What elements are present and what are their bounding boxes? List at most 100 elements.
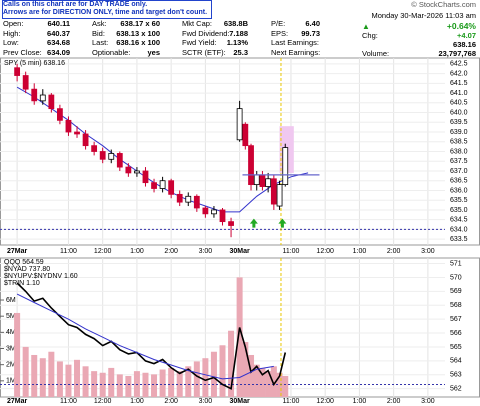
candle-body bbox=[228, 221, 234, 226]
y-tick-label: 636.0 bbox=[450, 187, 468, 194]
x-tick-label: 1:00 bbox=[353, 248, 367, 255]
x-tick-label: 12:00 bbox=[94, 248, 112, 255]
quote-label: Fwd Yield: bbox=[182, 38, 217, 47]
moving-average bbox=[16, 86, 309, 213]
candle-body bbox=[236, 108, 243, 141]
quote-label: Ask: bbox=[92, 19, 107, 28]
x-tick-label: 11:00 bbox=[282, 248, 299, 255]
signal-arrow bbox=[278, 218, 287, 228]
quote-value: 7.188 bbox=[229, 28, 248, 38]
change-pct: +0.64% bbox=[446, 21, 476, 31]
candle-body bbox=[219, 209, 226, 223]
y-tick-label: 642.5 bbox=[450, 61, 468, 68]
quote-label: Last: bbox=[92, 38, 109, 47]
candle-body bbox=[31, 88, 38, 102]
candle-body bbox=[176, 193, 183, 203]
candle-body bbox=[259, 174, 266, 187]
volume-bar bbox=[22, 346, 29, 397]
x-tick-label: 2:00 bbox=[387, 398, 401, 405]
y-tick-label: 635.0 bbox=[450, 207, 468, 214]
quote-label: Optionable: bbox=[92, 47, 131, 57]
quote-label: Last Earnings: bbox=[271, 38, 319, 47]
banner-line: Calls on this chart are for DAY TRADE on… bbox=[3, 1, 148, 8]
candle-body bbox=[48, 94, 55, 110]
candle-body bbox=[248, 145, 254, 186]
y2-tick-label: 6M bbox=[6, 297, 16, 304]
quote-value: 6.40 bbox=[305, 19, 320, 28]
quote-value: 638.13 x 100 bbox=[116, 28, 160, 38]
x-tick-label: 3:00 bbox=[199, 248, 213, 255]
candle-body bbox=[211, 209, 217, 215]
x-tick-label: 1:00 bbox=[130, 398, 144, 405]
quote-label: P/E: bbox=[271, 19, 286, 28]
volume-bar bbox=[282, 375, 289, 397]
candle-body bbox=[99, 151, 106, 160]
y-tick-label: 566 bbox=[450, 330, 462, 337]
y-tick-label: 642.0 bbox=[450, 70, 468, 77]
y-tick-label: 640.5 bbox=[450, 100, 468, 107]
x-tick-label: 12:00 bbox=[94, 398, 112, 405]
x-tick-label: 2:00 bbox=[164, 248, 178, 255]
y-tick-label: 571 bbox=[450, 260, 462, 267]
candle-body bbox=[74, 131, 80, 135]
volume-bar bbox=[14, 312, 21, 397]
y-tick-label: 638.0 bbox=[450, 148, 468, 155]
x-tick-label: 11:00 bbox=[60, 248, 77, 255]
candle-body bbox=[39, 94, 46, 102]
volume-bar bbox=[202, 358, 209, 397]
quote-label: Mkt Cap: bbox=[182, 19, 213, 28]
volume-bar bbox=[65, 364, 72, 397]
series-line bbox=[16, 293, 274, 380]
candle-body bbox=[82, 133, 89, 147]
x-tick-label: 12:00 bbox=[316, 398, 334, 405]
candle-body bbox=[185, 195, 192, 203]
x-tick-label: 1:00 bbox=[130, 248, 144, 255]
x-tick-label: 27Mar bbox=[7, 248, 28, 255]
legend-entry: QQQ 564.59 bbox=[4, 259, 44, 266]
candle-body bbox=[134, 170, 140, 174]
y-tick-label: 565 bbox=[450, 344, 462, 351]
volume-bar bbox=[151, 374, 158, 397]
volume-bar bbox=[193, 361, 200, 397]
volume-bar bbox=[259, 367, 266, 397]
volume-bar bbox=[185, 366, 192, 397]
chg: +4.07 bbox=[457, 31, 476, 40]
y-tick-label: 638.5 bbox=[450, 139, 468, 146]
candle-body bbox=[22, 75, 29, 90]
volume-bar bbox=[74, 359, 81, 397]
x-tick-label: 30Mar bbox=[229, 398, 250, 405]
volume-bar bbox=[176, 371, 183, 397]
last: 638.16 bbox=[453, 40, 476, 49]
volume-bar bbox=[39, 358, 46, 397]
volume-bar bbox=[56, 361, 63, 397]
y-tick-label: 564 bbox=[450, 358, 462, 365]
legend-entry: $NYUPV:$NYDNV 1.60 bbox=[4, 273, 78, 280]
banner: Calls on this chart are for DAY TRADE on… bbox=[2, 0, 212, 19]
x-tick-label: 3:00 bbox=[421, 248, 435, 255]
volume-bar bbox=[125, 375, 132, 397]
y-tick-label: 634.0 bbox=[450, 226, 468, 233]
x-tick-label: 2:00 bbox=[164, 398, 178, 405]
y-tick-label: 641.5 bbox=[450, 80, 468, 87]
y2-tick-label: 3M bbox=[6, 345, 16, 352]
volume-bar bbox=[48, 351, 55, 397]
volume-bar bbox=[248, 354, 255, 397]
volume-bar bbox=[116, 374, 123, 397]
volume-bar bbox=[236, 277, 243, 397]
y-tick-label: 634.5 bbox=[450, 217, 468, 224]
quote-label: Prev Close: bbox=[3, 47, 42, 57]
candle-body bbox=[202, 207, 209, 215]
x-tick-label: 3:00 bbox=[199, 398, 213, 405]
y-tick-label: 636.5 bbox=[450, 178, 468, 185]
y-tick-label: 637.5 bbox=[450, 158, 468, 165]
candle-body bbox=[65, 119, 72, 133]
volume: 23,797,768 bbox=[438, 49, 476, 58]
y-tick-label: 563 bbox=[450, 372, 462, 379]
quote-label: Fwd Dividend: bbox=[182, 28, 230, 38]
candle-body bbox=[159, 180, 166, 189]
quote-value: 640.37 bbox=[47, 28, 70, 38]
candle-body bbox=[142, 170, 149, 184]
x-tick-label: 1:00 bbox=[353, 398, 367, 405]
quote-value: 634.68 bbox=[47, 38, 70, 47]
